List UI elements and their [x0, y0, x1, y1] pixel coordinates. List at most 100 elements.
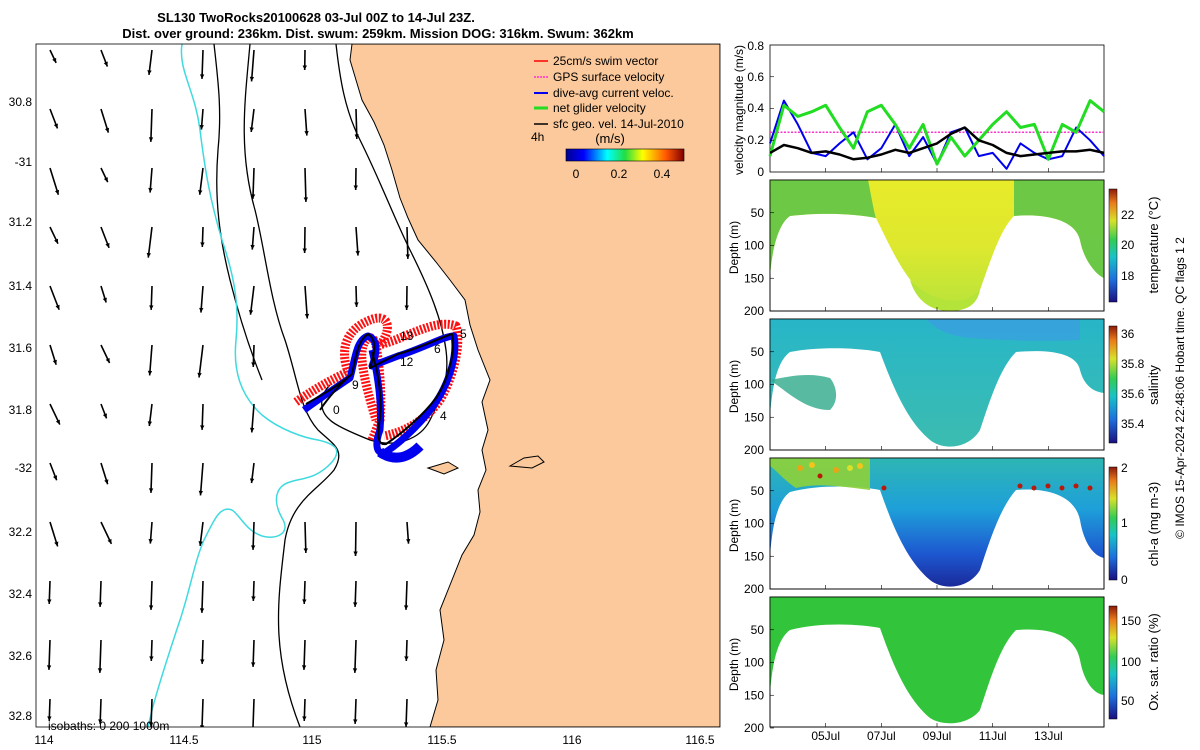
velocity-arrowhead — [53, 475, 58, 481]
velocity-arrowhead — [406, 539, 411, 544]
velocity-arrow — [150, 108, 153, 142]
sal-cbar-tick: 36 — [1121, 327, 1135, 341]
map-colorbar — [565, 148, 685, 162]
colorbar-unit: (m/s) — [595, 131, 625, 146]
velocity-arrowhead — [353, 602, 358, 607]
oxygen-panel: 150 100 50 Ox. sat. ratio (%) — [769, 596, 1161, 728]
velocity-arrowhead — [353, 551, 358, 556]
velocity-arrowhead — [47, 599, 52, 604]
velocity-arrowhead — [199, 74, 205, 79]
track-label: 12 — [400, 355, 414, 369]
legend-item: sfc geo. vel. 14-Jul-2010 — [534, 117, 684, 131]
velocity-arrowhead — [55, 304, 60, 310]
track-label: 13 — [400, 329, 414, 343]
track-label: 6 — [434, 342, 441, 356]
velocity-arrowhead — [355, 250, 360, 256]
velocity-arrowhead — [103, 61, 108, 67]
velocity-arrowhead — [249, 427, 255, 433]
depth-tick: 100 — [744, 656, 764, 670]
depth-axis-label: Depth (m) — [727, 360, 741, 413]
velocity-arrow — [304, 521, 307, 553]
legend-item: GPS surface velocity — [534, 70, 664, 84]
depth-tick: 100 — [744, 517, 764, 531]
dive-avg-track — [377, 442, 424, 463]
ox-cbar-tick: 100 — [1121, 655, 1141, 669]
velocity-arrowhead — [46, 665, 52, 670]
depth-tick: 50 — [751, 623, 765, 637]
velocity-arrow — [304, 285, 309, 319]
velocity-arrow — [99, 639, 102, 673]
figure-title-line1: SL130 TwoRocks20100628 03-Jul 00Z to 14-… — [157, 10, 475, 25]
velocity-arrowhead — [103, 177, 108, 183]
velocity-arrow — [150, 698, 153, 727]
velocity-arrowhead — [54, 541, 59, 547]
depth-axis-label: Depth (m) — [727, 638, 741, 691]
map-y-axis: 30.8 -31 31.2 31.4 31.6 31.8 -32 32.2 32… — [9, 95, 33, 723]
vel-y-tick: 0.6 — [747, 70, 764, 84]
velocity-arrow — [250, 403, 255, 433]
sal-cbar-tick: 35.4 — [1121, 417, 1145, 431]
track-label: 4 — [440, 409, 447, 423]
velocity-arrowhead — [199, 725, 205, 727]
velocity-arrow — [355, 226, 359, 256]
ox-cbar-tick: 50 — [1121, 694, 1135, 708]
geostrophic-velocity-arrows — [46, 49, 411, 727]
map-y-tick: 30.8 — [9, 95, 33, 109]
date-tick: 13Jul — [1034, 729, 1063, 743]
chla-field — [770, 458, 1104, 587]
velocity-arrow — [355, 108, 358, 139]
island — [508, 455, 545, 469]
isobath-0m — [321, 44, 448, 444]
depth-tick: 200 — [744, 582, 764, 596]
legend-label: 25cm/s swim vector — [553, 54, 658, 68]
velocity-arrow — [198, 344, 204, 378]
chla-cbar-tick: 1 — [1121, 516, 1128, 530]
velocity-arrowhead — [148, 538, 153, 544]
velocity-arrowhead — [199, 608, 205, 613]
velocity-arrowhead — [149, 656, 154, 661]
velocity-arrowhead — [200, 659, 205, 664]
velocity-arrowhead — [251, 545, 256, 550]
velocity-arrowhead — [302, 599, 307, 604]
sal-cbar-tick: 35.6 — [1121, 387, 1145, 401]
salinity-deep-layer — [770, 374, 837, 410]
depth-tick: 150 — [744, 549, 764, 563]
velocity-arrowhead — [352, 668, 358, 673]
oxygen-label: Ox. sat. ratio (%) — [1146, 613, 1161, 711]
velocity-arrowhead — [304, 130, 309, 136]
velocity-arrow — [148, 344, 153, 376]
ox-cbar-tick: 150 — [1121, 614, 1141, 628]
temperature-surface-layer — [770, 180, 876, 276]
legend-item: dive-avg current veloc. — [534, 86, 674, 100]
legend-label: GPS surface velocity — [553, 70, 664, 84]
velocity-arrowhead — [107, 538, 112, 544]
velocity-arrowhead — [251, 596, 256, 601]
velocity-arrowhead — [147, 370, 153, 376]
velocity-arrow — [49, 167, 60, 196]
track-label: 0 — [333, 403, 340, 417]
depth-tick: 50 — [751, 206, 765, 220]
map-x-tick: 116 — [562, 733, 581, 747]
velocity-arrowhead — [148, 605, 154, 610]
chla-panel: 2 1 0 chl-a (mg m-3) — [769, 457, 1161, 590]
velocity-arrowhead — [248, 309, 254, 315]
depth-tick: 100 — [744, 239, 764, 253]
temp-cbar-tick: 18 — [1121, 269, 1135, 283]
map-y-tick: 32.8 — [9, 709, 33, 723]
velocity-arrowhead — [147, 421, 153, 426]
chla-cbar-tick: 2 — [1121, 461, 1128, 475]
isobath-1000m — [147, 44, 338, 727]
depth-tick: 200 — [744, 304, 764, 318]
date-tick: 07Jul — [867, 729, 896, 743]
map-legend: 25cm/s swim vector GPS surface velocity … — [531, 54, 685, 181]
velocity-arrowhead — [405, 254, 410, 259]
velocity-arrow — [252, 698, 255, 727]
velocity-arrowhead — [104, 127, 110, 133]
velocity-arrow — [199, 462, 204, 496]
oxygen-field — [770, 597, 1104, 724]
depth-tick: 200 — [744, 721, 764, 735]
date-axis: 05Jul 07Jul 09Jul 11Jul 13Jul — [811, 168, 1063, 743]
map-x-tick: 116.5 — [685, 733, 714, 747]
velocity-arrow — [405, 580, 408, 610]
temperature-label: temperature (°C) — [1146, 197, 1161, 294]
